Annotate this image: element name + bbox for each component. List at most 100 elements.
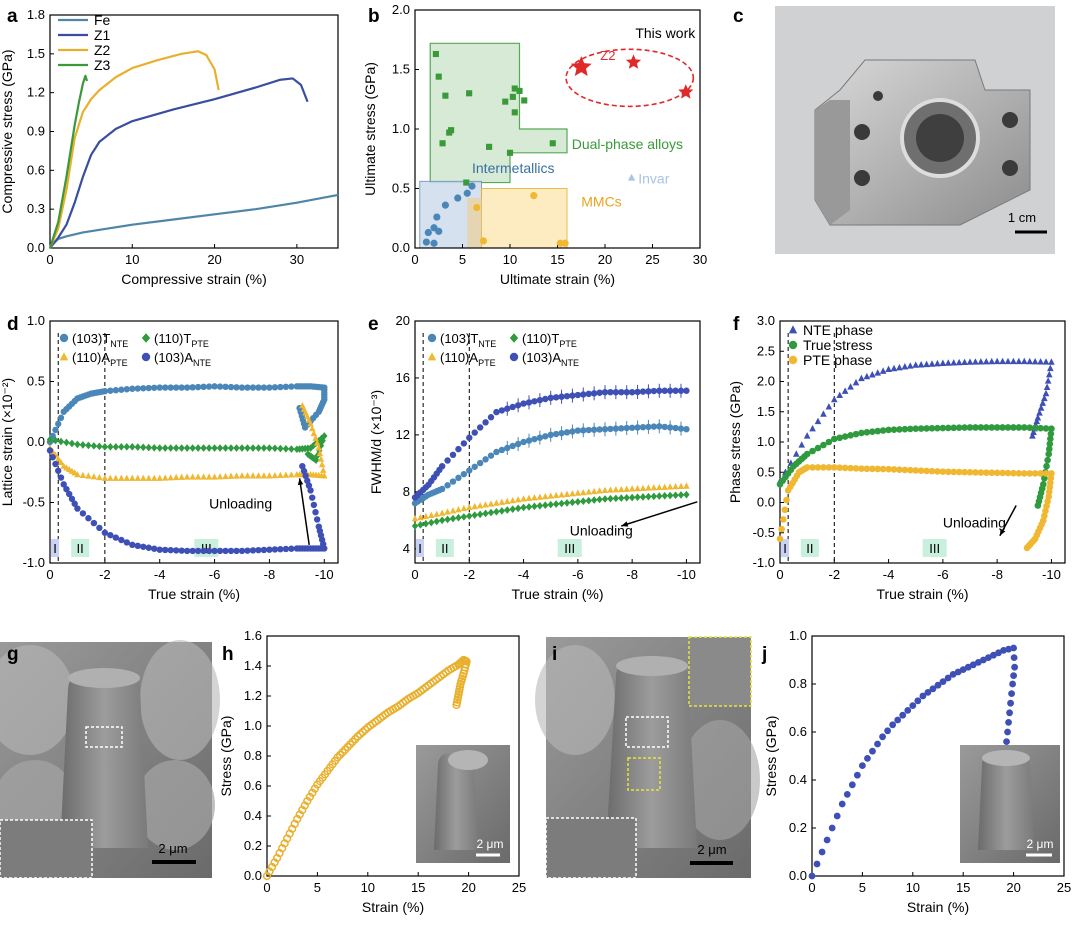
point-f-2	[999, 469, 1006, 477]
point-d-0	[118, 386, 125, 393]
point-d-2	[255, 472, 262, 479]
y-tick-label: 1.0	[789, 628, 807, 643]
point-d-3	[249, 547, 257, 554]
point-e-0	[656, 423, 663, 430]
photo-c-bearing-block: 1 cm	[775, 6, 1055, 254]
point-d-0	[167, 384, 174, 391]
y-tick-label: 1.5	[757, 404, 775, 419]
point-f-0	[1031, 357, 1039, 365]
unloading-arrow-head	[297, 478, 304, 486]
legend-subscript: NTE	[561, 358, 579, 368]
point-e-1	[683, 490, 690, 499]
x-tick-label: 5	[314, 880, 321, 895]
point-f-0	[917, 361, 925, 368]
point-j	[1005, 719, 1012, 726]
point-f-1	[999, 424, 1006, 431]
point-e-0	[536, 434, 544, 441]
x-axis-label: Strain (%)	[907, 899, 969, 915]
point-f-1	[1047, 430, 1055, 438]
point-d-3	[222, 547, 229, 555]
legend-label: (103)TNTE	[440, 331, 496, 349]
legend-subscript: PTE	[559, 339, 577, 349]
point-d-3	[55, 467, 62, 474]
point-d-1	[52, 436, 59, 445]
point-mmcs	[561, 239, 569, 247]
legend-marker	[427, 333, 437, 343]
point-d-2	[140, 474, 147, 481]
point-f-1	[950, 424, 958, 432]
point-e-1	[569, 498, 576, 507]
point-e-0	[487, 452, 495, 459]
point-d-2	[266, 472, 273, 479]
point-j	[833, 812, 841, 820]
point-f-0	[1010, 357, 1017, 365]
point-f-1	[1047, 435, 1054, 443]
y-tick-label: 0.6	[27, 162, 45, 177]
point-d-0	[55, 420, 62, 428]
point-f-2	[847, 464, 854, 472]
point-f-0	[944, 359, 952, 366]
point-f-1	[906, 425, 914, 433]
point-j	[985, 654, 992, 661]
point-f-2	[917, 467, 925, 474]
point-e-1	[487, 508, 495, 517]
point-e-1	[493, 507, 500, 516]
point-j	[1008, 690, 1015, 697]
point-e-0	[466, 467, 473, 474]
unloading-arrow	[298, 478, 310, 545]
point-e-3	[618, 388, 625, 396]
x-tick-label: -2	[464, 567, 476, 582]
point-e-2	[428, 511, 435, 519]
point-j	[1003, 738, 1010, 745]
region-III-box	[557, 539, 582, 557]
point-e-2	[455, 506, 462, 513]
point-f-1	[939, 424, 947, 432]
point-f-0	[879, 367, 887, 374]
point-f-2	[841, 464, 849, 472]
y-axis-label: Compressive stress (GPa)	[0, 49, 15, 213]
point-e-2	[438, 509, 446, 516]
point-j	[979, 656, 987, 664]
point-d-2	[205, 473, 213, 480]
x-tick-label: 10	[361, 880, 375, 895]
point-f-0	[923, 360, 930, 368]
y-tick-label: 0.3	[27, 201, 45, 216]
point-d-2	[299, 402, 306, 409]
x-tick-label: 20	[461, 880, 475, 895]
point-e-2	[449, 507, 457, 514]
point-d-2	[260, 472, 268, 479]
point-intermetallics	[424, 228, 432, 237]
legend-label: Z3	[94, 57, 111, 73]
point-d-2	[249, 472, 257, 479]
point-d-0	[57, 414, 65, 421]
chart-a: 0 10 20 30 0.0 0.3 0.6 0.9 1.2 1.5 1.8 Compressive …	[0, 7, 339, 287]
point-d-0	[123, 386, 130, 393]
point-f-2	[863, 465, 871, 473]
legend-marker	[59, 333, 69, 343]
point-e-2	[476, 502, 484, 509]
point-d-1	[63, 438, 70, 447]
point-d-0	[216, 383, 224, 390]
point-dual-phase-alloys	[435, 73, 442, 80]
y-tick-label: 0.0	[27, 240, 45, 255]
point-f-1	[901, 425, 909, 433]
point-j	[864, 755, 871, 762]
point-e-2	[683, 482, 690, 489]
point-dual-phase-alloys	[466, 90, 473, 97]
point-f-2	[1004, 469, 1012, 477]
point-e-1	[438, 516, 446, 525]
legend-label: (103)TNTE	[72, 331, 128, 349]
point-d-3	[307, 487, 314, 494]
point-f-1	[977, 424, 985, 431]
chart-f: 0 -2 -4 -6 -8 -10 -1.0 -0.5 0.0 0.5 1.0 1.5 2.0 2.5 3.…	[727, 313, 1066, 602]
point-f-1	[863, 429, 871, 436]
point-d-0	[255, 384, 262, 391]
y-tick-label: 8	[403, 484, 410, 499]
point-e-1	[574, 497, 582, 506]
point-f-1	[841, 433, 849, 440]
point-e-3	[542, 395, 549, 403]
point-f-2	[1031, 470, 1039, 477]
point-e-3	[634, 388, 641, 396]
point-e-2	[504, 497, 511, 505]
point-j	[964, 663, 972, 671]
